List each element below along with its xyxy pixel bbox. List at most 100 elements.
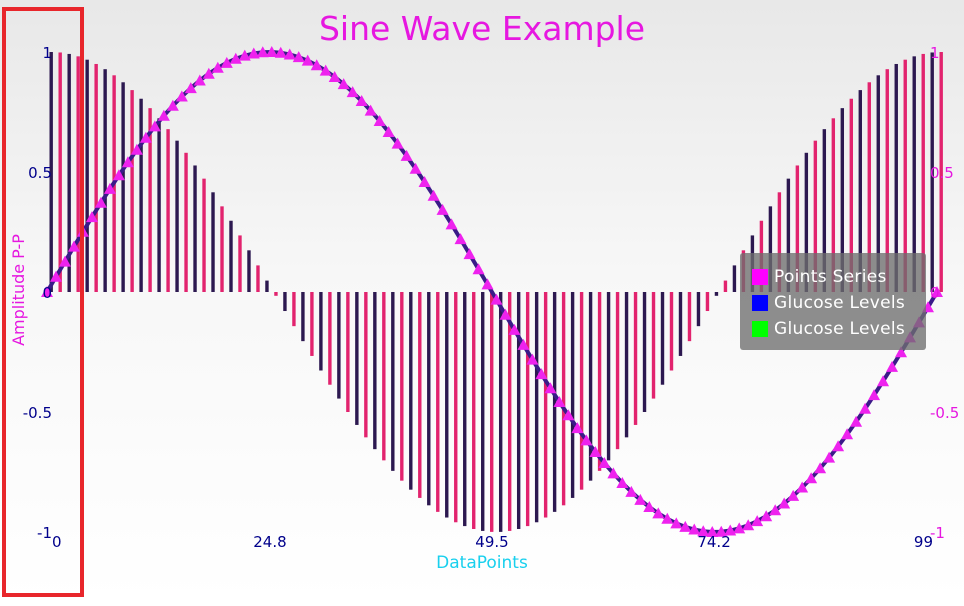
bar-31	[328, 292, 332, 385]
point-53	[517, 338, 530, 350]
legend-label-glucose-levels-1: Glucose Levels	[774, 293, 906, 313]
point-27	[283, 48, 296, 60]
point-59	[571, 422, 584, 434]
bar-32	[337, 292, 341, 399]
bar-64	[624, 292, 629, 438]
y-tick-right-4: 1	[930, 44, 940, 62]
point-33	[337, 78, 350, 90]
point-6	[94, 196, 107, 208]
bar-95	[903, 59, 907, 292]
point-77	[733, 522, 746, 534]
bar-39	[400, 292, 404, 481]
point-10	[130, 143, 143, 155]
bar-6	[103, 69, 107, 292]
point-22	[238, 49, 251, 61]
point-87	[823, 451, 836, 463]
point-58	[562, 409, 575, 421]
point-39	[391, 137, 404, 149]
point-42	[418, 176, 431, 188]
bar-87	[831, 118, 836, 292]
point-79	[751, 515, 764, 527]
point-41	[409, 162, 422, 174]
point-23	[247, 47, 260, 59]
point-34	[346, 86, 359, 98]
point-84	[796, 481, 809, 493]
bar-43	[436, 292, 440, 512]
point-9	[121, 156, 134, 168]
bar-86	[822, 129, 827, 292]
point-35	[355, 95, 368, 107]
bar-67	[651, 292, 656, 399]
bar-8	[121, 82, 125, 292]
bar-50	[498, 292, 503, 532]
bar-17	[202, 178, 206, 292]
x-tick-1: 24.8	[253, 533, 286, 551]
point-68	[652, 507, 665, 519]
bar-56	[552, 292, 557, 512]
bar-96	[912, 56, 916, 293]
point-61	[589, 446, 602, 458]
bar-22	[247, 250, 251, 292]
point-21	[229, 52, 242, 64]
bar-12	[157, 118, 161, 292]
bar-45	[454, 292, 458, 523]
bar-44	[445, 292, 449, 518]
point-73	[697, 525, 710, 537]
point-54	[526, 353, 539, 365]
bar-72	[696, 292, 701, 327]
point-70	[670, 517, 683, 529]
legend: Points Series Glucose Levels Glucose Lev…	[740, 253, 926, 350]
legend-label-points-series: Points Series	[774, 267, 887, 287]
x-tick-4: 99	[914, 533, 933, 551]
bar-5	[94, 63, 98, 293]
point-90	[850, 415, 863, 427]
point-91	[859, 402, 872, 414]
bar-75	[723, 280, 728, 292]
point-43	[427, 189, 440, 201]
point-31	[319, 64, 332, 76]
point-64	[616, 476, 629, 488]
point-75	[715, 525, 728, 537]
bar-51	[507, 292, 512, 531]
point-30	[310, 59, 323, 71]
point-3	[67, 240, 80, 252]
point-36	[364, 104, 377, 116]
point-92	[868, 389, 881, 401]
point-99	[931, 286, 943, 297]
point-89	[841, 428, 854, 440]
bar-38	[391, 292, 395, 471]
bar-34	[355, 292, 359, 425]
bar-2	[67, 53, 71, 293]
point-25	[265, 46, 278, 58]
bar-93	[885, 69, 889, 292]
bar-81	[777, 192, 782, 292]
point-60	[580, 434, 593, 446]
bar-97	[921, 53, 925, 293]
bar-83	[795, 165, 800, 292]
point-12	[148, 120, 161, 132]
point-80	[760, 510, 773, 522]
points-layer	[41, 46, 943, 537]
bar-89	[849, 98, 853, 293]
bar-36	[373, 292, 377, 450]
bar-80	[768, 206, 773, 292]
point-82	[778, 497, 791, 509]
point-51	[499, 308, 512, 320]
bar-14	[175, 140, 179, 292]
legend-label-glucose-levels-2: Glucose Levels	[774, 319, 906, 339]
point-8	[112, 169, 125, 181]
bar-27	[292, 292, 296, 327]
bar-99	[939, 52, 943, 292]
bar-3	[76, 56, 80, 293]
point-93	[877, 375, 890, 387]
point-62	[598, 457, 611, 469]
point-69	[661, 512, 674, 524]
bar-60	[588, 292, 593, 481]
point-11	[139, 131, 152, 143]
point-95	[895, 346, 908, 358]
bar-41	[418, 292, 422, 498]
point-65	[625, 485, 638, 497]
bar-37	[382, 292, 386, 461]
point-76	[724, 524, 737, 536]
bar-57	[561, 292, 566, 506]
